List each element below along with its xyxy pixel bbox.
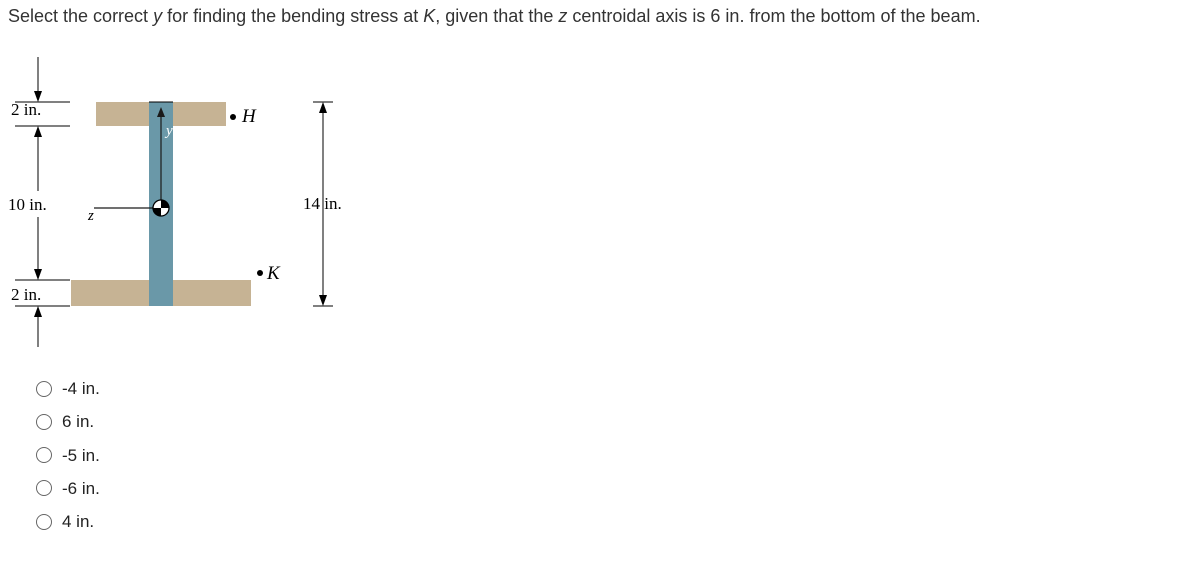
option-d[interactable]: -6 in.: [36, 475, 1180, 502]
point-H: [230, 114, 236, 120]
q-seg: , given that the: [435, 6, 558, 26]
svg-text:14 in.: 14 in.: [303, 194, 342, 213]
label-H: H: [241, 106, 257, 127]
svg-text:2 in.: 2 in.: [11, 100, 41, 119]
y-axis-label: y: [164, 123, 173, 139]
point-K: [257, 270, 263, 276]
question-text: Select the correct y for finding the ben…: [8, 4, 1180, 29]
radio-icon: [36, 447, 52, 463]
svg-text:10 in.: 10 in.: [8, 195, 47, 214]
option-e[interactable]: 4 in.: [36, 508, 1180, 535]
option-label: 6 in.: [62, 408, 94, 435]
radio-icon: [36, 480, 52, 496]
q-seg: for finding the bending stress at: [162, 6, 423, 26]
radio-icon: [36, 381, 52, 397]
q-seg: from the bottom of the beam.: [744, 6, 980, 26]
q-seg: centroidal axis is: [567, 6, 710, 26]
q-var-K: K: [423, 6, 435, 26]
dim-total-height: 14 in.: [303, 102, 342, 306]
q-seg: Select the correct: [8, 6, 153, 26]
option-label: -6 in.: [62, 475, 100, 502]
option-b[interactable]: 6 in.: [36, 408, 1180, 435]
dim-top-flange: 2 in.: [11, 57, 70, 191]
q-var-z: z: [558, 6, 567, 26]
label-K: K: [266, 263, 281, 284]
svg-text:2 in.: 2 in.: [11, 285, 41, 304]
option-label: 4 in.: [62, 508, 94, 535]
beam-cross-section-figure: y z H K 14: [8, 57, 378, 347]
option-a[interactable]: -4 in.: [36, 375, 1180, 402]
dim-bottom-flange: 2 in.: [11, 285, 70, 347]
z-axis-label: z: [87, 208, 94, 224]
q-seg: 6 in.: [710, 6, 744, 26]
radio-icon: [36, 514, 52, 530]
option-label: -4 in.: [62, 375, 100, 402]
centroid-icon: [153, 200, 169, 216]
option-label: -5 in.: [62, 442, 100, 469]
dim-web: 10 in.: [8, 195, 70, 280]
radio-icon: [36, 414, 52, 430]
answer-options: -4 in. 6 in. -5 in. -6 in. 4 in.: [8, 375, 1180, 535]
q-var-y: y: [153, 6, 162, 26]
option-c[interactable]: -5 in.: [36, 442, 1180, 469]
